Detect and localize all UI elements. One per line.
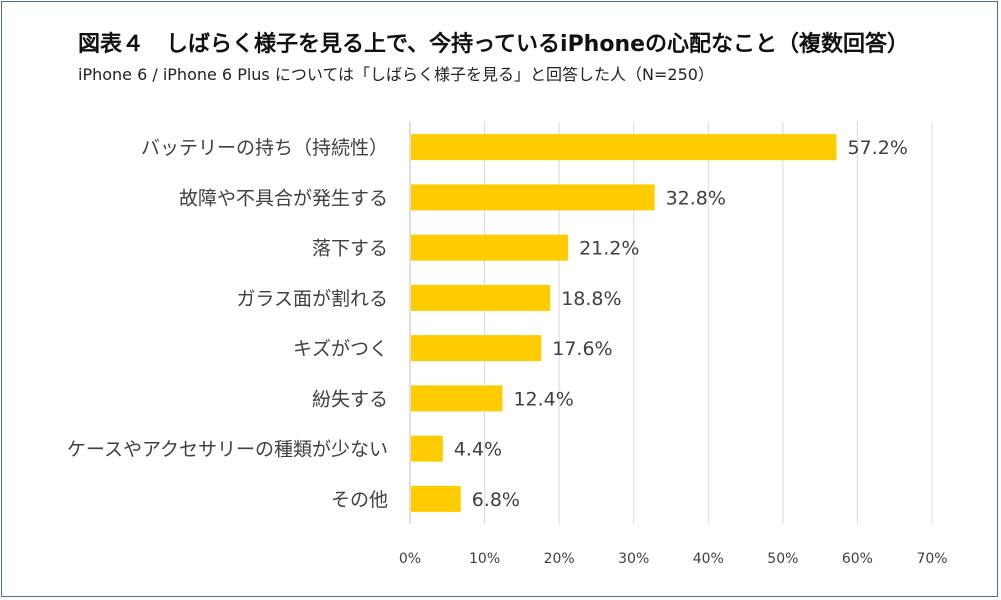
x-tick-label: 20% <box>544 551 575 567</box>
x-tick-label: 60% <box>842 551 873 567</box>
bar <box>411 134 837 161</box>
x-tick-label: 50% <box>767 551 798 567</box>
value-label: 4.4% <box>454 439 502 461</box>
value-label: 21.2% <box>579 238 639 260</box>
bar <box>411 385 503 412</box>
category-label: ガラス面が割れる <box>236 288 388 310</box>
gridlines <box>409 122 933 524</box>
value-label: 32.8% <box>666 187 726 209</box>
bar <box>411 485 461 512</box>
bar <box>411 184 655 211</box>
bars <box>411 134 837 512</box>
x-tick-label: 0% <box>399 551 421 567</box>
value-label: 57.2% <box>848 137 908 159</box>
value-label: 18.8% <box>561 288 621 310</box>
category-label: キズがつく <box>293 338 388 360</box>
bar <box>411 435 443 462</box>
value-label: 6.8% <box>472 489 520 511</box>
category-label: その他 <box>331 489 388 511</box>
labels: 0% 10% 20% 30% 40% 50% 60% 70% バッテリーの持ち（持続性） 57.2… <box>67 137 948 567</box>
bar <box>411 234 569 261</box>
chart-subtitle: iPhone 6 / iPhone 6 Plus については「しばらく様子を見る… <box>78 65 714 84</box>
x-tick-label: 30% <box>618 551 649 567</box>
x-tick-label: 40% <box>693 551 724 567</box>
category-label: 落下する <box>312 238 388 260</box>
category-label: 故障や不具合が発生する <box>179 187 388 209</box>
category-label: 紛失する <box>312 388 388 410</box>
category-label: ケースやアクセサリーの種類が少ない <box>67 439 388 461</box>
bar <box>411 335 542 362</box>
chart-title: 図表４ しばらく様子を見る上で、今持っているiPhoneの心配なこと（複数回答） <box>78 32 910 57</box>
x-tick-label: 10% <box>469 551 500 567</box>
value-label: 17.6% <box>552 338 612 360</box>
bar <box>411 284 551 311</box>
value-label: 12.4% <box>513 388 573 410</box>
x-tick-label: 70% <box>916 551 947 567</box>
category-label: バッテリーの持ち（持続性） <box>141 137 388 159</box>
